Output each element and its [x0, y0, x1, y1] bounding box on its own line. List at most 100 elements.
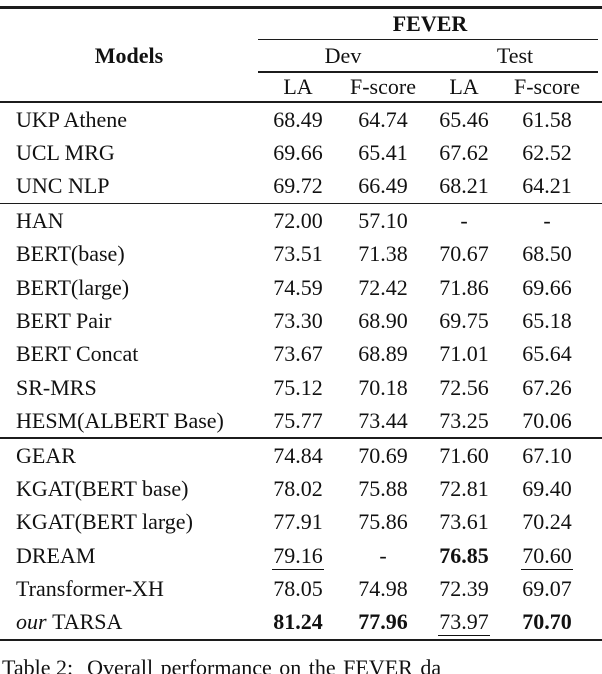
metric-header-dev-fscore: F-score: [350, 73, 416, 99]
bottom-rule: [0, 638, 602, 642]
value-cell: 70.69: [358, 442, 408, 468]
table-caption: Table 2: Overall performance on the FEVER…: [0, 655, 602, 674]
table-row: UNC NLP 69.72 66.49 68.21 64.21: [0, 170, 602, 203]
value-cell: 65.64: [522, 341, 572, 367]
table-header-row-splits: Models Dev Test: [0, 40, 602, 71]
value-cell: 70.60: [521, 542, 573, 570]
table-row: SR-MRS 75.12 70.18 72.56 67.26: [0, 371, 602, 404]
table-row: KGAT(BERT large) 77.91 75.86 73.61 70.24: [0, 506, 602, 539]
value-cell: 71.60: [439, 442, 489, 468]
value-cell: 77.91: [273, 509, 323, 535]
table-row: BERT Concat 73.67 68.89 71.01 65.64: [0, 338, 602, 371]
value-cell: 67.62: [439, 139, 489, 165]
table-row: DREAM 79.16 - 76.85 70.60: [0, 539, 602, 572]
value-cell: 75.88: [358, 475, 408, 501]
model-name-cell: BERT Pair: [16, 307, 112, 333]
value-cell: 57.10: [358, 208, 408, 234]
value-cell: 69.40: [522, 475, 572, 501]
caption-label: Table 2:: [2, 655, 74, 674]
value-cell: 72.42: [358, 274, 408, 300]
model-name-cell: GEAR: [16, 442, 76, 468]
value-cell: 68.89: [358, 341, 408, 367]
value-cell: 72.56: [439, 374, 489, 400]
table-row: GEAR 74.84 70.69 71.60 67.10: [0, 439, 602, 472]
table-row: BERT(base) 73.51 71.38 70.67 68.50: [0, 238, 602, 271]
metric-header-dev-la: LA: [283, 73, 313, 99]
value-cell: 70.70: [522, 609, 572, 635]
test-split-header: Test: [496, 42, 534, 68]
model-name-cell: KGAT(BERT base): [16, 475, 189, 501]
value-cell: 73.97: [438, 609, 490, 637]
value-cell: -: [379, 542, 387, 568]
value-cell: 78.05: [273, 575, 323, 601]
results-table-body: UKP Athene 68.49 64.74 65.46 61.58 UCL MRG 69.…: [0, 103, 602, 639]
metric-header-test-fscore: F-score: [514, 73, 580, 99]
dev-split-header: Dev: [324, 42, 362, 68]
table-header-row-dataset: FEVER: [0, 9, 602, 39]
model-name-cell: Transformer-XH: [16, 575, 164, 601]
table-row: HAN 72.00 57.10 - -: [0, 204, 602, 237]
value-cell: 74.98: [358, 575, 408, 601]
model-name-cell: BERT Concat: [16, 341, 139, 367]
model-name-cell: BERT(large): [16, 274, 130, 300]
table-row: our TARSA 81.24 77.96 73.97 70.70: [0, 605, 602, 638]
value-cell: 70.24: [522, 509, 572, 535]
value-cell: 73.25: [439, 407, 489, 433]
value-cell: 73.44: [358, 407, 408, 433]
value-cell: 73.67: [273, 341, 323, 367]
value-cell: 67.26: [522, 374, 572, 400]
value-cell: 71.86: [439, 274, 489, 300]
model-name-cell: UNC NLP: [16, 173, 110, 199]
value-cell: 68.90: [358, 307, 408, 333]
value-cell: 77.96: [358, 609, 408, 635]
value-cell: 71.38: [358, 241, 408, 267]
table-row: Transformer-XH 78.05 74.98 72.39 69.07: [0, 572, 602, 605]
value-cell: 71.01: [439, 341, 489, 367]
value-cell: 81.24: [273, 609, 323, 635]
model-name-cell: SR-MRS: [16, 374, 97, 400]
value-cell: 72.81: [439, 475, 489, 501]
model-name-cell: HESM(ALBERT Base): [16, 407, 224, 433]
model-name-cell: KGAT(BERT large): [16, 509, 193, 535]
metric-header-test-la: LA: [449, 73, 479, 99]
value-cell: 70.67: [439, 241, 489, 267]
header-bottom-rule: [0, 100, 602, 103]
value-cell: 69.66: [522, 274, 572, 300]
value-cell: 75.86: [358, 509, 408, 535]
model-name-cell: our TARSA: [16, 609, 123, 635]
group-divider-rule: [0, 202, 602, 205]
value-cell: 69.75: [439, 307, 489, 333]
models-column-header: Models: [94, 42, 164, 68]
value-cell: 74.59: [273, 274, 323, 300]
caption-text: Overall performance on the FEVER da: [87, 655, 442, 674]
value-cell: 66.49: [358, 173, 408, 199]
model-name-italic-prefix: our: [16, 609, 53, 635]
value-cell: 69.66: [273, 139, 323, 165]
value-cell: 73.61: [439, 509, 489, 535]
value-cell: 68.49: [273, 106, 323, 132]
value-cell: 70.18: [358, 374, 408, 400]
value-cell: 67.10: [522, 442, 572, 468]
value-cell: 79.16: [272, 542, 324, 570]
value-cell: 69.07: [522, 575, 572, 601]
table-row: KGAT(BERT base) 78.02 75.88 72.81 69.40: [0, 472, 602, 505]
value-cell: 69.72: [273, 173, 323, 199]
group-divider-rule: [0, 437, 602, 439]
splits-header-underline-rule: [258, 71, 598, 73]
value-cell: 75.77: [273, 407, 323, 433]
value-cell: 76.85: [439, 542, 489, 568]
model-name-cell: UCL MRG: [16, 139, 115, 165]
value-cell: 65.46: [439, 106, 489, 132]
value-cell: 74.84: [273, 442, 323, 468]
model-name-cell: BERT(base): [16, 241, 125, 267]
model-name-cell: HAN: [16, 208, 64, 234]
value-cell: 73.51: [273, 241, 323, 267]
value-cell: 68.50: [522, 241, 572, 267]
table-row: HESM(ALBERT Base) 75.77 73.44 73.25 70.06: [0, 404, 602, 437]
table-row: BERT(large) 74.59 72.42 71.86 69.66: [0, 271, 602, 304]
dataset-header-underline-rule: [258, 38, 598, 40]
value-cell: 62.52: [522, 139, 572, 165]
value-cell: 75.12: [273, 374, 323, 400]
value-cell: 64.74: [358, 106, 408, 132]
